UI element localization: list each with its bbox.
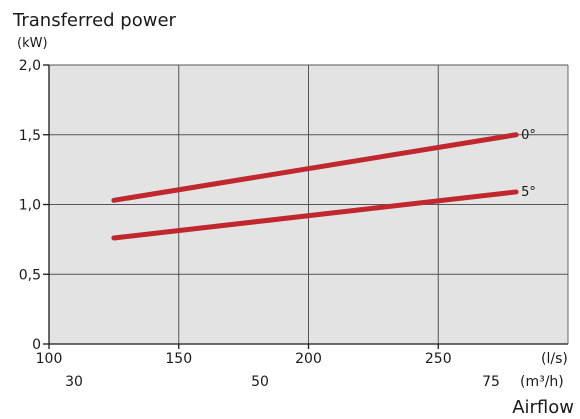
y-tick-label: 1,0 [19,198,41,214]
x-axis-label: Airflow [512,397,574,418]
y-tick-label: 1,5 [19,128,41,144]
series-line [111,132,519,203]
y-tick-label: 2,0 [19,58,41,74]
y-tick-label: 0 [32,337,41,353]
series-label: 5° [521,185,536,200]
x-secondary-tick-label: 30 [65,374,83,390]
plot-area: 0 0,5 1,0 1,5 2,0 100 150 200 250 30 50 75 0° 5° [19,58,569,390]
x-axis-unit-secondary: (m³/h) [520,374,564,390]
x-secondary-tick-label: 50 [251,374,269,390]
chart-title: Transferred power [12,10,177,31]
x-axis-unit-primary: (l/s) [541,351,568,367]
series-line [111,189,519,241]
series-label: 0° [521,128,536,143]
x-tick-label: 150 [165,351,192,367]
y-axis-unit: (kW) [17,36,48,51]
x-tick-label: 250 [425,351,452,367]
y-tick-label: 0,5 [19,267,41,283]
x-tick-label: 200 [295,351,322,367]
x-secondary-tick-label: 75 [482,374,500,390]
x-tick-label: 100 [36,351,63,367]
